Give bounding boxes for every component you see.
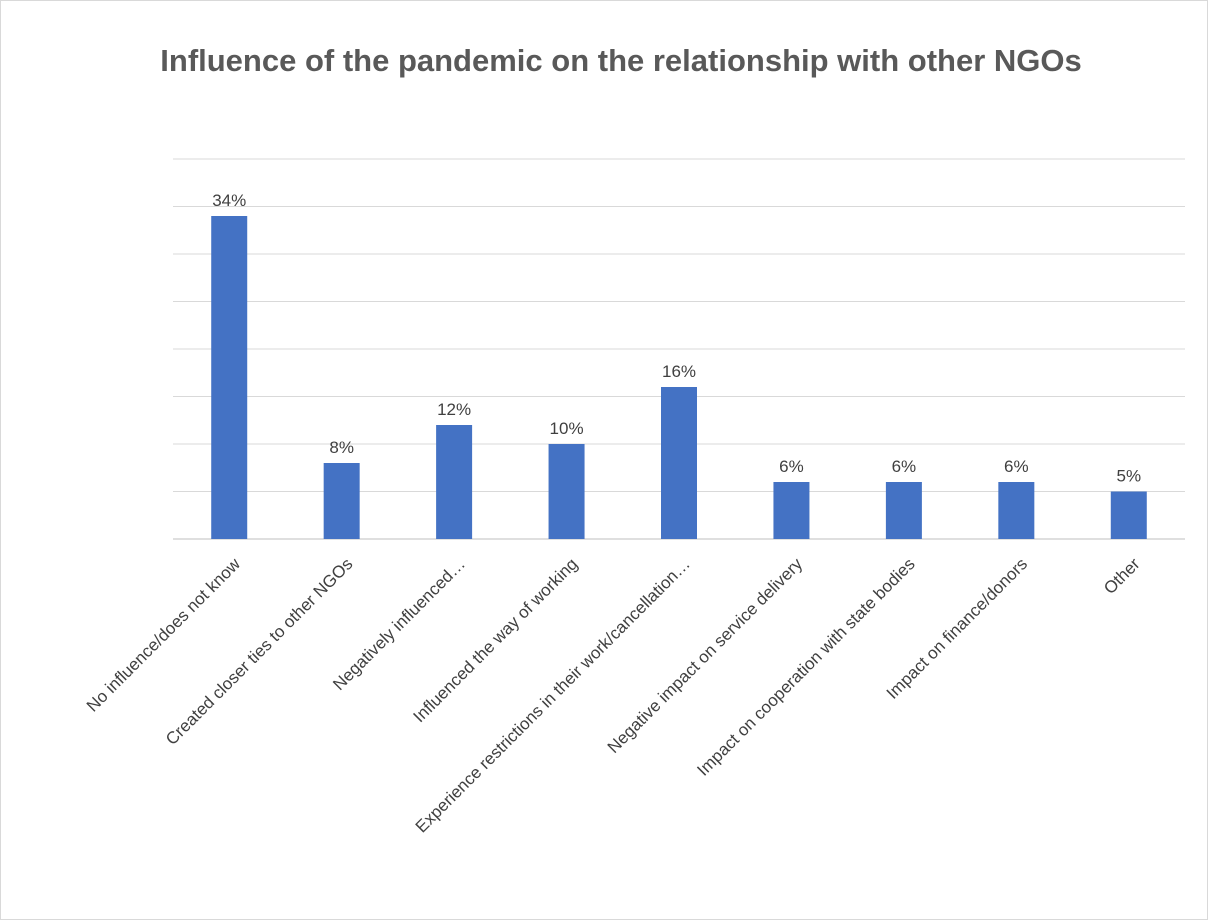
bar [773,482,810,539]
data-labels: 34% 8% 12% 10% 16% 6% 6% 6% 5% [212,191,1141,486]
bar [323,463,360,539]
category-label: Created closer ties to other NGOs [162,554,356,748]
bar [548,444,585,539]
bars [211,216,1147,539]
bar [661,387,697,539]
data-label: 34% [212,191,246,210]
data-label: 8% [329,438,354,457]
bar [1110,491,1147,539]
data-label: 6% [779,457,804,476]
category-label: Negative impact on service delivery [604,554,807,757]
chart-title: Influence of the pandemic on the relatio… [160,43,1082,78]
data-label: 10% [550,419,584,438]
data-label: 6% [1004,457,1029,476]
category-label: Other [1100,554,1144,598]
data-label: 12% [437,400,471,419]
bar [885,482,922,539]
category-label: Impact on cooperation with state bodies [693,554,918,779]
data-label: 5% [1116,467,1141,486]
bar [998,482,1035,539]
bar [211,216,248,539]
data-label: 16% [662,362,696,381]
data-label: 6% [892,457,917,476]
bar [436,425,473,539]
